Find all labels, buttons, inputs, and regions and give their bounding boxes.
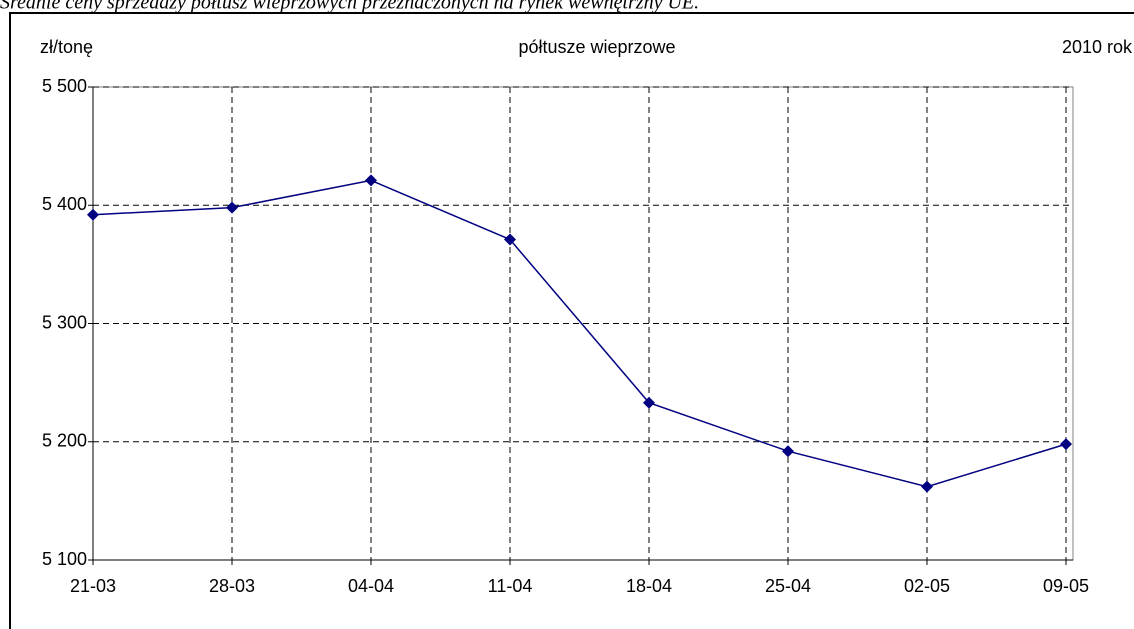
y-tick-label: 5 500 — [42, 76, 87, 96]
data-point — [643, 396, 655, 409]
data-point — [1060, 438, 1072, 451]
x-tick-label: 11-04 — [488, 576, 533, 596]
chart-frame — [9, 12, 1134, 629]
x-tick-label: 02-05 — [904, 576, 950, 596]
caption: Średnie ceny sprzedaży półtusz wieprzowy… — [0, 0, 699, 14]
y-tick-label: 5 200 — [42, 431, 87, 451]
x-tick-label: 21-03 — [70, 576, 116, 596]
data-point — [782, 445, 794, 458]
data-point — [87, 208, 99, 221]
data-line — [92, 179, 1067, 488]
x-tick-label: 09-05 — [1043, 576, 1089, 596]
chart-title: półtusze wieprzowe — [518, 37, 675, 57]
data-point — [365, 174, 377, 187]
x-tick-label: 28-03 — [209, 576, 255, 596]
x-tick-label: 18-04 — [626, 576, 672, 596]
data-point — [226, 201, 238, 214]
data-point — [504, 233, 516, 246]
data-point — [921, 480, 933, 493]
y-tick-label: 5 400 — [42, 194, 87, 214]
x-tick-label: 04-04 — [348, 576, 394, 596]
y-tick-label: 5 300 — [42, 312, 87, 332]
y-axis-label: zł/tonę — [40, 37, 93, 57]
annotation: 2010 rok — [1062, 37, 1133, 57]
x-tick-label: 25-04 — [765, 576, 811, 596]
y-tick-label: 5 100 — [42, 549, 87, 569]
